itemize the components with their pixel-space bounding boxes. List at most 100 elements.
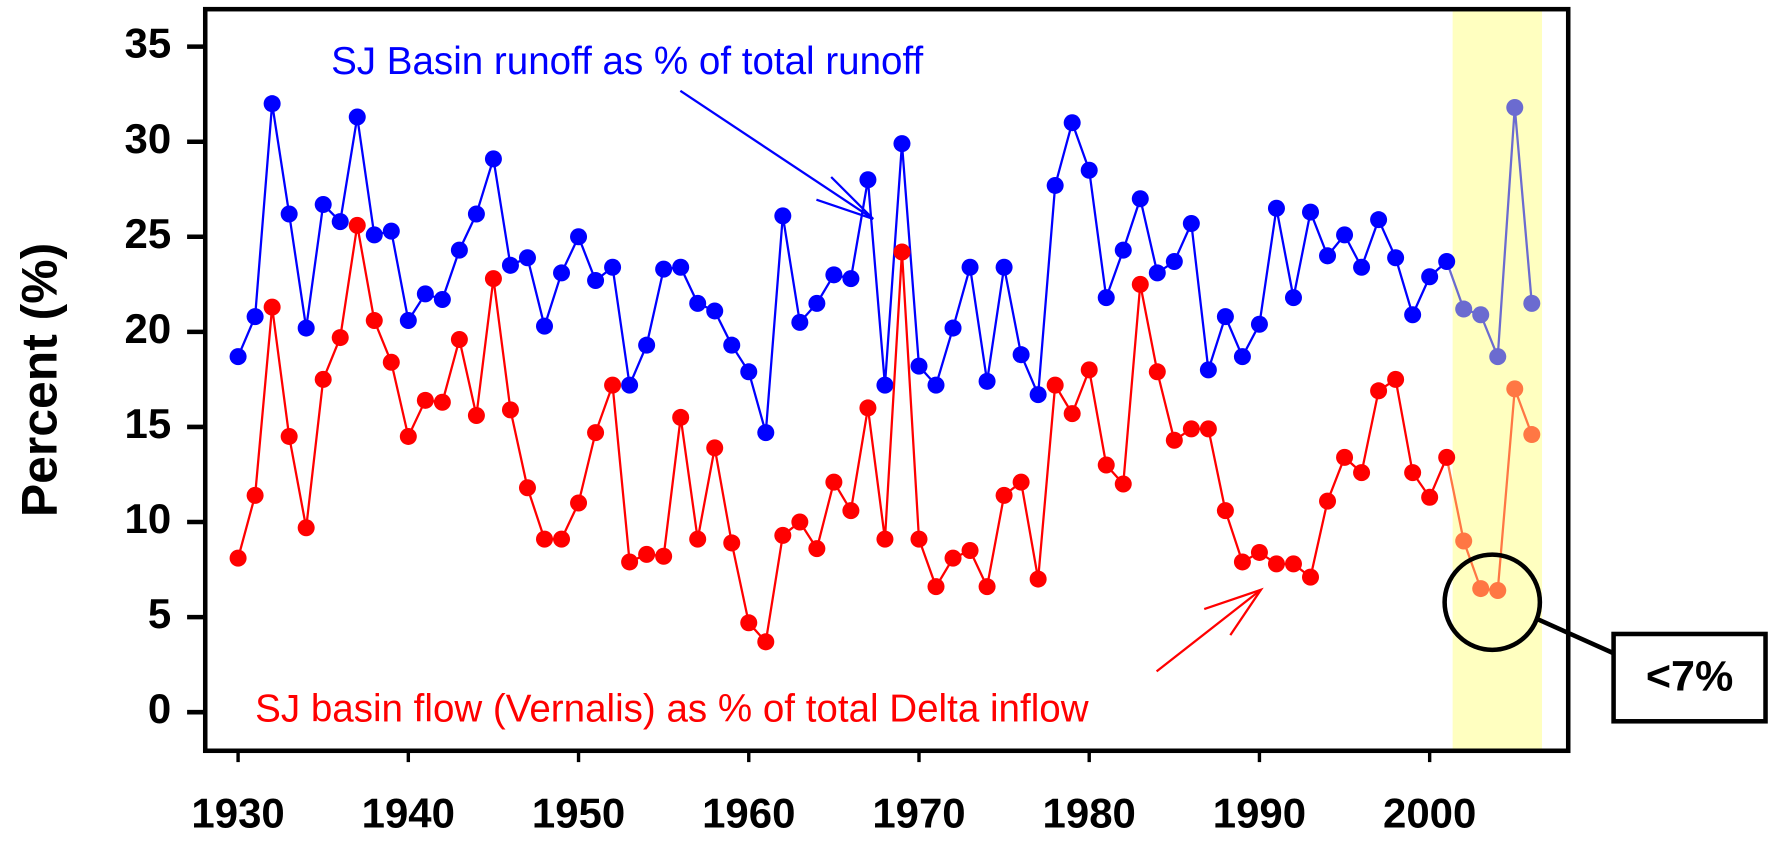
x-tick-label: 1930 (191, 790, 284, 837)
data-point (689, 294, 707, 312)
series-annotation: SJ basin flow (Vernalis) as % of total D… (255, 687, 1089, 730)
data-point (825, 473, 843, 491)
data-point (1097, 456, 1115, 474)
data-point (1336, 448, 1354, 466)
data-point (229, 549, 247, 567)
plot-frame (202, 6, 1571, 754)
data-point (570, 228, 588, 246)
data-point (297, 319, 315, 337)
data-point (995, 258, 1013, 276)
callout-circle (1442, 552, 1543, 653)
data-point (1080, 161, 1098, 179)
data-point (280, 205, 298, 223)
data-point (1199, 361, 1217, 379)
data-point (1165, 431, 1183, 449)
data-point (1387, 370, 1405, 388)
data-point (1012, 346, 1030, 364)
data-point (1438, 253, 1456, 271)
data-point (1250, 543, 1268, 561)
data-point (416, 391, 434, 409)
x-tick-label: 2000 (1383, 790, 1476, 837)
data-point (1182, 214, 1200, 232)
data-point (587, 424, 605, 442)
data-point (1029, 570, 1047, 588)
data-point (467, 205, 485, 223)
data-point (535, 317, 554, 335)
data-point (842, 270, 860, 288)
data-point (1455, 300, 1473, 318)
data-point (314, 370, 332, 388)
data-point (1421, 488, 1439, 506)
data-point (246, 486, 264, 504)
data-point (1319, 492, 1337, 510)
data-point (1063, 114, 1081, 132)
data-point (842, 502, 860, 520)
data-point (1114, 241, 1132, 259)
data-point (246, 308, 264, 326)
data-point (1267, 199, 1285, 217)
data-point (757, 633, 775, 651)
data-point (1370, 382, 1388, 400)
data-point (1063, 405, 1081, 423)
data-point (1284, 555, 1302, 573)
data-point (348, 216, 366, 234)
data-point (518, 479, 536, 497)
data-point (893, 135, 911, 153)
data-point (604, 258, 622, 276)
data-point (1523, 294, 1541, 312)
data-point (876, 376, 894, 394)
data-point (382, 353, 400, 371)
data-point (553, 264, 571, 282)
data-point (1284, 289, 1302, 307)
data-point (1301, 203, 1320, 221)
data-point (655, 260, 673, 278)
data-point (808, 294, 826, 312)
data-point (944, 319, 962, 337)
data-point (1506, 380, 1524, 398)
data-point (1336, 226, 1354, 244)
data-point (706, 302, 724, 320)
data-point (1301, 568, 1320, 586)
data-point (382, 222, 400, 240)
data-point (1131, 275, 1149, 293)
callout-line (1536, 617, 1615, 656)
data-point (1353, 258, 1371, 276)
data-point (467, 407, 485, 425)
data-point (978, 578, 996, 596)
data-point (927, 376, 945, 394)
data-point (672, 408, 690, 426)
data-point (961, 542, 979, 560)
data-point (791, 313, 809, 331)
data-point (1182, 420, 1200, 438)
plot-layer (229, 95, 1541, 651)
data-point (433, 393, 451, 411)
data-point (1438, 448, 1456, 466)
callout-text: <7% (1646, 653, 1733, 701)
data-point (1267, 555, 1285, 573)
data-point (638, 545, 656, 563)
data-point (450, 330, 468, 348)
data-point (1199, 420, 1217, 438)
data-point (1421, 268, 1439, 286)
y-tick-label: 0 (148, 685, 171, 732)
highlight-band (1452, 9, 1543, 751)
data-point (1012, 473, 1030, 491)
data-point (740, 363, 758, 381)
data-point (1250, 315, 1268, 333)
data-point (961, 258, 979, 276)
data-point (859, 399, 877, 417)
data-point (399, 311, 417, 329)
data-point (1233, 553, 1251, 571)
data-point (944, 549, 962, 567)
y-axis-label: Percent (%) (11, 243, 67, 517)
data-point (263, 298, 281, 316)
y-tick-label: 15 (125, 400, 172, 447)
x-tick-label: 1980 (1043, 790, 1136, 837)
y-tick-label: 25 (125, 210, 172, 257)
data-point (774, 526, 792, 544)
data-point (229, 348, 247, 366)
data-point (1489, 348, 1507, 366)
data-point (297, 519, 315, 537)
